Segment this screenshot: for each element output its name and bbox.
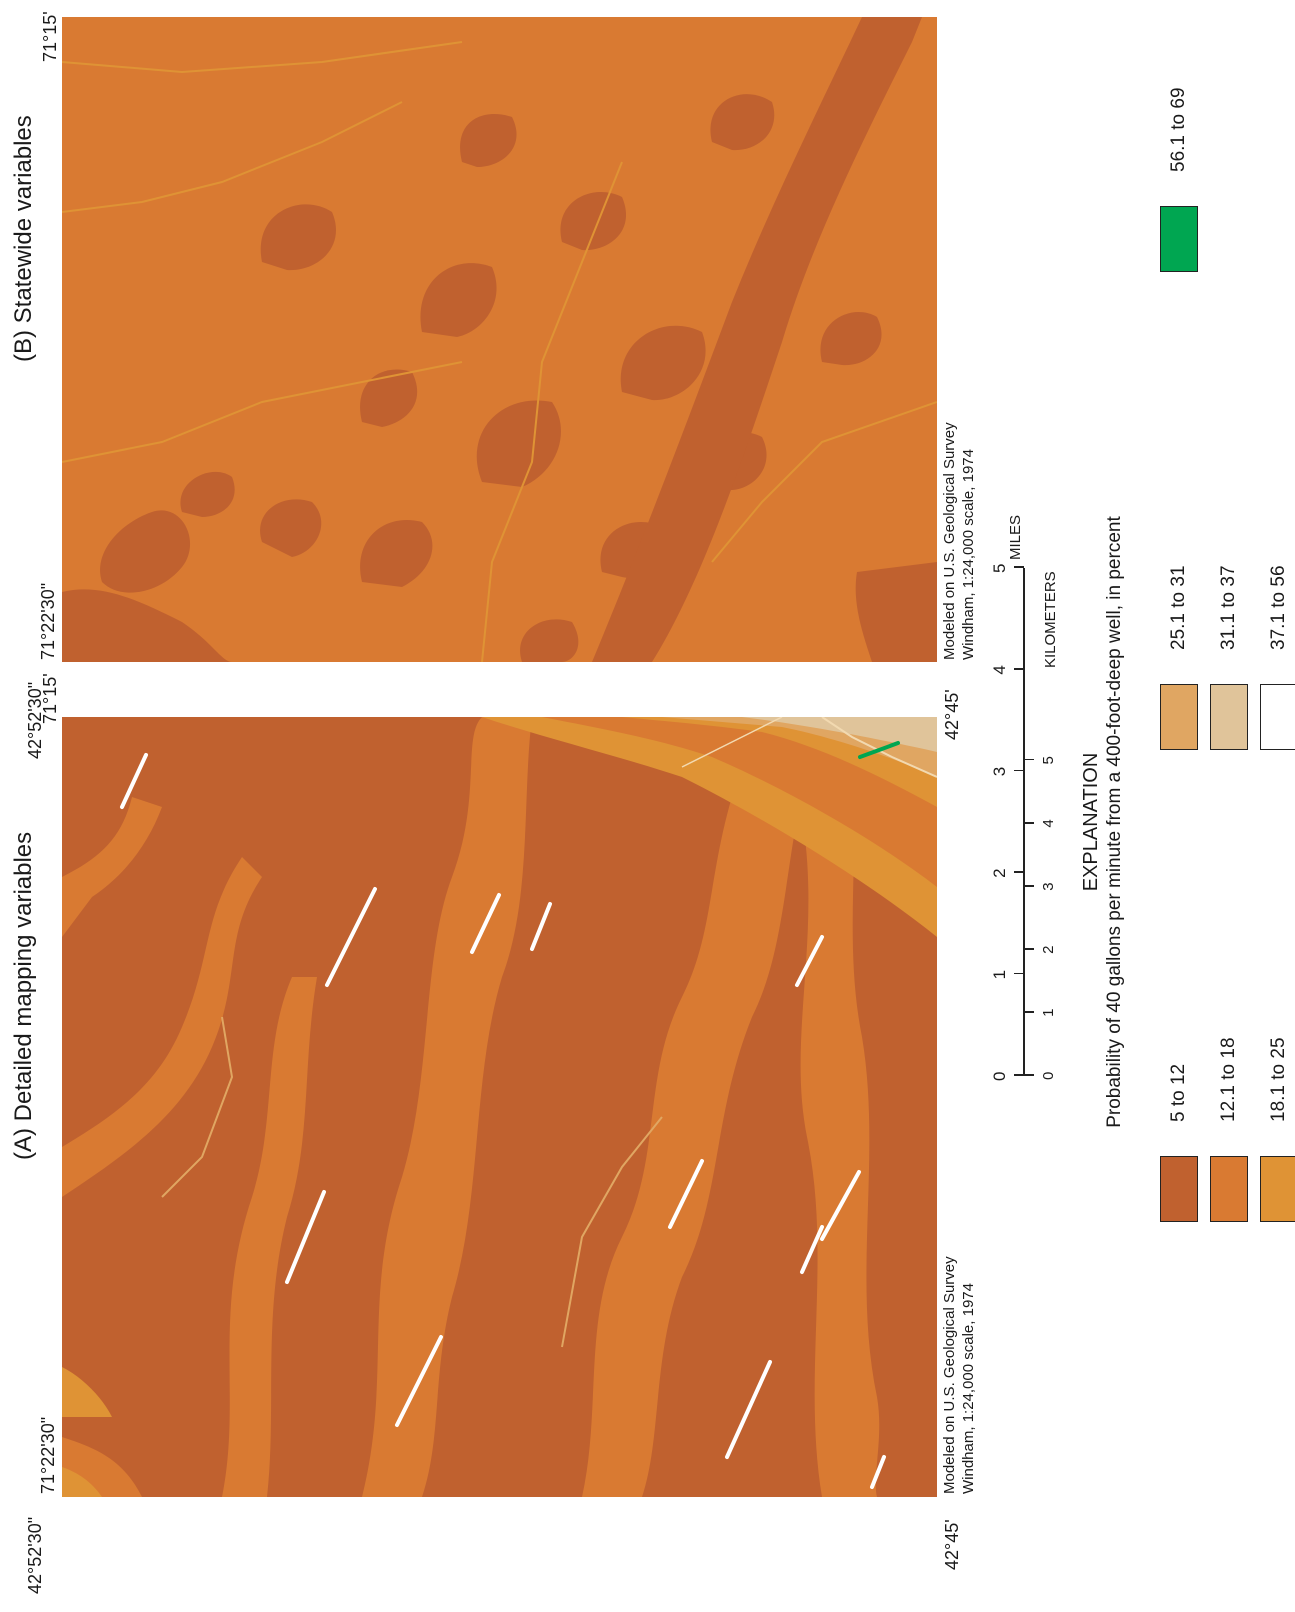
scale-mile-tick <box>1014 668 1024 670</box>
legend-swatch <box>1160 1156 1198 1222</box>
explanation-subtitle: Probability of 40 gallons per minute fro… <box>1104 516 1125 1128</box>
legend-swatch <box>1210 684 1248 750</box>
legend-label: 56.1 to 69 <box>1168 87 1189 172</box>
scale-mile-label: 2 <box>990 868 1009 878</box>
scale-km-tick-label: 1 <box>1040 1008 1057 1017</box>
scale-km-tick <box>1024 1011 1034 1013</box>
legend-swatch <box>1210 1156 1248 1222</box>
scale-mile-label: 0 <box>990 1071 1009 1081</box>
legend-swatch <box>1260 684 1295 750</box>
legend-label: 18.1 to 25 <box>1268 1037 1289 1122</box>
scale-mile-tick <box>1014 769 1024 772</box>
scale-mile-tick <box>1014 972 1024 975</box>
scale-km-tick-label: 5 <box>1040 756 1057 765</box>
scale-km-tick-label: 0 <box>1040 1071 1057 1080</box>
scale-miles-label: MILES <box>1007 514 1024 560</box>
legend-label: 12.1 to 18 <box>1218 1037 1239 1122</box>
scale-km-tick <box>1024 1074 1034 1076</box>
explanation-title: EXPLANATION <box>1080 752 1102 892</box>
scale-km-tick-label: 4 <box>1040 819 1057 828</box>
legend-label: 31.1 to 37 <box>1218 565 1239 650</box>
scale-mile-tick <box>1014 1074 1024 1076</box>
scale-mile-label: 5 <box>990 563 1009 573</box>
legend-swatch <box>1160 684 1198 750</box>
legend-swatch <box>1260 1156 1295 1222</box>
panel-b-probability-map <box>62 17 937 662</box>
scale-km-tick <box>1024 822 1034 824</box>
scale-mile-label: 4 <box>990 665 1009 675</box>
legend-label: 5 to 12 <box>1168 1063 1189 1122</box>
scale-mile-tick <box>1014 871 1024 873</box>
scale-mile-label: 3 <box>990 766 1009 777</box>
legend-swatch <box>1160 206 1198 272</box>
scale-km-tick <box>1024 885 1034 887</box>
scale-km-tick-label: 3 <box>1040 882 1057 891</box>
legend-label: 25.1 to 31 <box>1168 565 1189 650</box>
scale-km-tick <box>1024 759 1034 761</box>
scale-km-tick-label: 2 <box>1040 945 1057 954</box>
scale-mile-label: 1 <box>990 969 1009 980</box>
scale-mile-tick <box>1014 566 1024 568</box>
panel-a-probability-map <box>62 717 937 1497</box>
scale-km-label: KILOMETERS <box>1042 571 1059 668</box>
legend-label: 37.1 to 56 <box>1268 565 1289 650</box>
scale-km-tick <box>1024 948 1034 950</box>
